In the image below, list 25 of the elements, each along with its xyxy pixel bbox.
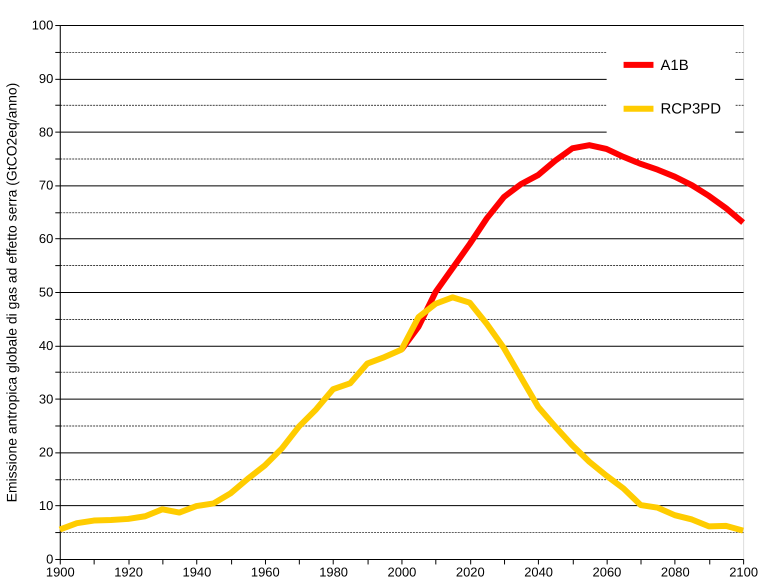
y-axis-title: Emissione antropica globale di gas ad effetto serra (GtCO2eq/anno) [4,82,20,502]
legend-label: A1B [660,56,689,74]
x-tick-label: 2040 [524,564,554,578]
y-tick-label: 80 [38,124,54,140]
legend-label: RCP3PD [660,100,722,118]
x-tick-label: 1920 [114,564,143,578]
x-tick-label: 2020 [456,564,485,578]
x-tick-label: 1940 [182,564,212,578]
x-tick-label: 2000 [388,564,416,578]
x-tick-label: 1900 [46,564,75,578]
y-tick-label: 40 [38,338,54,353]
y-tick-label: 90 [38,70,54,86]
y-tick-label: 20 [38,444,54,460]
x-tick-label: 2060 [592,564,622,578]
x-tick-label: 1960 [250,564,280,578]
x-tick-label: 2080 [660,564,690,578]
x-tick-label: 1980 [319,564,348,578]
y-tick-label: 50 [38,284,54,300]
y-tick-label: 70 [38,178,54,193]
y-tick-label: 0 [46,551,54,566]
y-tick-label: 100 [32,18,54,33]
y-tick-label: 60 [38,231,54,246]
y-tick-label: 30 [38,391,54,406]
x-tick-label: 2100 [729,564,758,578]
y-tick-label: 10 [38,498,54,514]
